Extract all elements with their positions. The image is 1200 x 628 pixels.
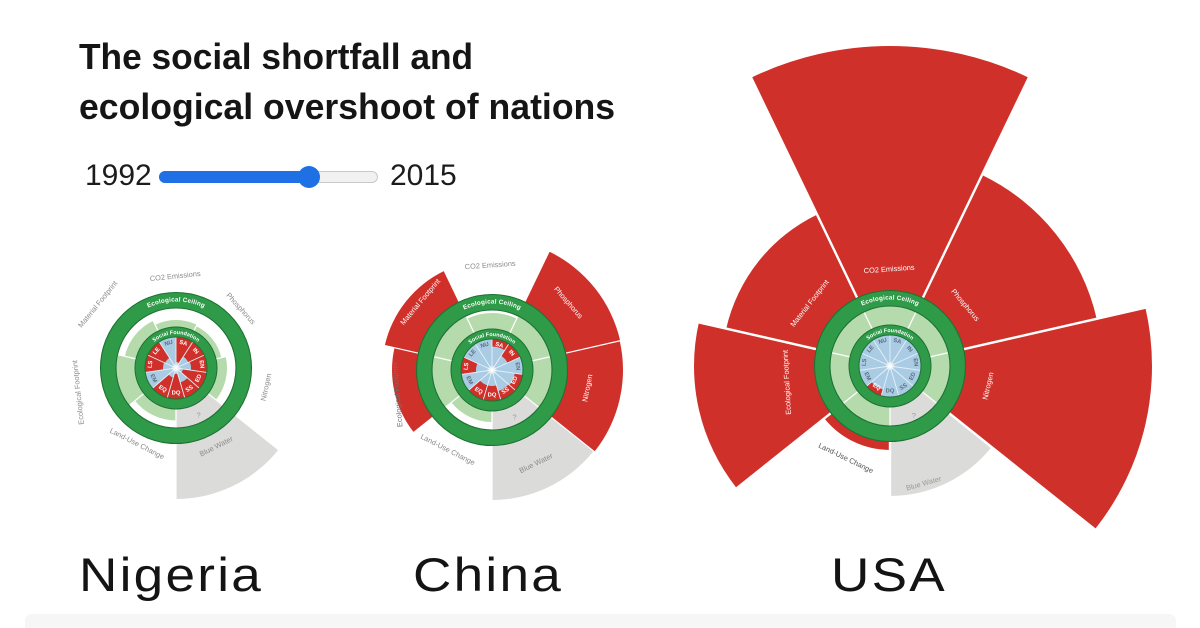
svg-text:SA: SA <box>892 338 902 346</box>
svg-text:EN: EN <box>197 360 204 369</box>
svg-text:IN: IN <box>191 347 199 355</box>
svg-text:EM: EM <box>148 373 157 384</box>
svg-text:Nitrogen: Nitrogen <box>259 373 274 402</box>
svg-text:EN: EN <box>911 358 918 367</box>
svg-text:ED: ED <box>195 374 204 384</box>
svg-text:CO2 Emissions: CO2 Emissions <box>149 269 201 283</box>
svg-text:NU: NU <box>878 338 888 346</box>
svg-text:LS: LS <box>463 362 470 370</box>
svg-text:NU: NU <box>164 340 174 348</box>
svg-text:Ecological Footprint: Ecological Footprint <box>70 360 86 426</box>
svg-text:DQ: DQ <box>886 388 895 394</box>
svg-text:IN: IN <box>507 349 515 357</box>
svg-text:CO2 Emissions: CO2 Emissions <box>863 263 915 276</box>
svg-text:Material Footprint: Material Footprint <box>76 279 119 329</box>
svg-text:NU: NU <box>480 342 490 350</box>
svg-text:EQ: EQ <box>473 386 484 396</box>
svg-text:?: ? <box>196 410 200 419</box>
svg-text:?: ? <box>512 412 516 421</box>
svg-text:IN: IN <box>905 345 913 353</box>
svg-text:LE: LE <box>152 347 161 357</box>
svg-text:EM: EM <box>862 371 871 382</box>
svg-text:EN: EN <box>513 362 520 371</box>
svg-text:SS: SS <box>501 387 511 396</box>
svg-text:LE: LE <box>866 345 875 355</box>
svg-text:EQ: EQ <box>157 384 168 394</box>
svg-text:ED: ED <box>909 372 918 382</box>
svg-text:LS: LS <box>861 358 868 366</box>
svg-text:CO2 Emissions: CO2 Emissions <box>464 259 516 272</box>
svg-text:EM: EM <box>464 375 473 386</box>
svg-text:EQ: EQ <box>871 382 882 392</box>
svg-text:SS: SS <box>185 385 195 394</box>
svg-text:SA: SA <box>494 342 504 350</box>
svg-text:SA: SA <box>178 340 188 348</box>
svg-text:ED: ED <box>511 376 520 386</box>
svg-text:Ecological Footprint: Ecological Footprint <box>781 350 793 415</box>
svg-text:DQ: DQ <box>172 390 181 396</box>
svg-text:LE: LE <box>468 349 477 359</box>
svg-text:LS: LS <box>147 360 154 368</box>
svg-text:?: ? <box>912 411 916 420</box>
svg-text:DQ: DQ <box>488 392 497 398</box>
svg-text:SS: SS <box>899 383 909 392</box>
